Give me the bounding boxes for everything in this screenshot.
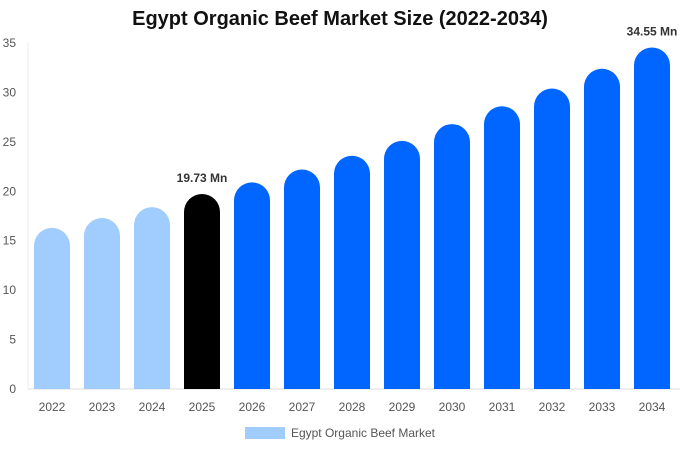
bar-2030 bbox=[434, 124, 470, 389]
x-tick-label: 2030 bbox=[439, 400, 466, 414]
y-tick-label: 0 bbox=[9, 382, 16, 396]
x-tick-label: 2031 bbox=[489, 400, 516, 414]
x-tick-label: 2027 bbox=[289, 400, 316, 414]
y-tick-label: 30 bbox=[3, 85, 17, 99]
bar-2023 bbox=[84, 217, 120, 389]
bar-2033 bbox=[584, 68, 620, 390]
legend-swatch bbox=[244, 427, 285, 439]
bar-2026 bbox=[234, 182, 270, 389]
bar-2031 bbox=[484, 106, 520, 390]
bar-2032 bbox=[534, 88, 570, 389]
bar-2028 bbox=[334, 155, 370, 389]
x-tick-label: 2032 bbox=[539, 400, 566, 414]
y-tick-label: 10 bbox=[3, 283, 17, 297]
bar-2024 bbox=[134, 207, 170, 389]
legend-label: Egypt Organic Beef Market bbox=[290, 426, 436, 440]
x-tick-label: 2023 bbox=[89, 400, 116, 414]
data-label: 19.73 Mn bbox=[177, 171, 228, 185]
x-tick-label: 2029 bbox=[389, 400, 416, 414]
x-tick-label: 2022 bbox=[39, 400, 66, 414]
data-label: 34.55 Mn bbox=[627, 24, 678, 38]
chart-title: Egypt Organic Beef Market Size (2022-203… bbox=[132, 8, 548, 30]
x-tick-label: 2034 bbox=[639, 400, 666, 414]
x-tick-label: 2024 bbox=[139, 400, 166, 414]
bar-2029 bbox=[384, 140, 420, 389]
x-tick-label: 2026 bbox=[239, 400, 266, 414]
bar-2027 bbox=[284, 169, 320, 389]
x-tick-label: 2028 bbox=[339, 400, 366, 414]
bar-2022 bbox=[34, 227, 70, 389]
bar-2034 bbox=[634, 47, 670, 389]
y-tick-label: 35 bbox=[3, 36, 17, 50]
y-tick-label: 25 bbox=[3, 135, 17, 149]
x-tick-label: 2025 bbox=[189, 400, 216, 414]
y-tick-label: 20 bbox=[3, 184, 17, 198]
y-tick-label: 15 bbox=[3, 234, 17, 248]
y-tick-label: 5 bbox=[9, 333, 16, 347]
legend: Egypt Organic Beef Market bbox=[0, 426, 680, 440]
x-tick-label: 2033 bbox=[589, 400, 616, 414]
bar-2025 bbox=[184, 193, 220, 389]
